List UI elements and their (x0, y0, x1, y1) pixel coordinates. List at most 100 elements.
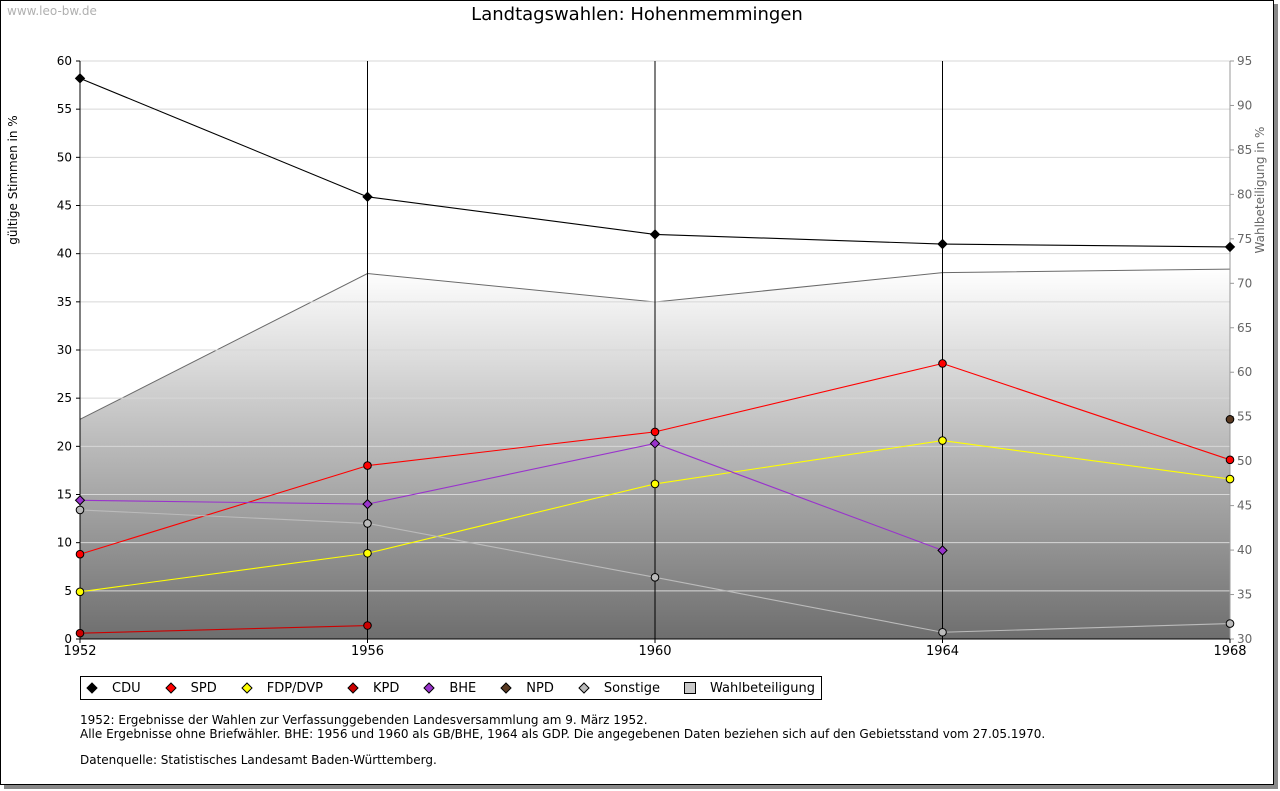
legend-swatch-sonstige (578, 682, 590, 694)
y-tick-label: 45 (57, 199, 72, 213)
y2-tick-label: 45 (1237, 499, 1252, 513)
data-point-sonstige (938, 627, 947, 637)
series-line-fdp-dvp (654, 440, 943, 485)
y2-tick-label: 85 (1237, 143, 1252, 157)
y-tick-label: 50 (57, 150, 72, 164)
legend-swatch-fdp-dvp (241, 682, 253, 694)
legend-marker (500, 682, 512, 694)
data-point-kpd (75, 628, 85, 638)
y-tick-label: 10 (57, 536, 72, 550)
series-line-sonstige (654, 576, 943, 633)
data-point-cdu (362, 191, 373, 203)
series-line-spd (942, 362, 1231, 461)
legend-label: CDU (112, 680, 141, 696)
y-axis-title: gültige Stimmen in % (6, 115, 20, 244)
data-point-fdp-dvp (650, 479, 660, 489)
data-point-bhe (362, 498, 373, 510)
data-point-fdp-dvp (75, 587, 85, 597)
legend-swatch-kpd (347, 682, 359, 694)
legend-label: BHE (449, 680, 477, 696)
line-chart: 0 5 10 15 20 25 30 35 40 45 50 55 60 30 35 40 45 50 55 60 65… (6, 54, 1267, 659)
y2-tick-label: 75 (1237, 232, 1252, 246)
data-point-bhe (74, 495, 86, 506)
series-line-spd (367, 431, 656, 467)
y2-axis-title: Wahlbeteiligung in % (1253, 127, 1267, 254)
y2-tick-label: 55 (1237, 410, 1252, 424)
legend-label: SPD (190, 680, 217, 696)
legend-item-spd: SPD (164, 681, 217, 696)
legend-swatch-npd (500, 682, 512, 694)
footnote-general: Alle Ergebnisse ohne Briefwähler. BHE: 1… (80, 727, 1046, 741)
y2-tick-label: 40 (1237, 543, 1252, 557)
y-tick-label: 0 (64, 632, 72, 646)
legend-label: Sonstige (603, 680, 661, 696)
data-point-fdp-dvp (363, 548, 372, 558)
chart-title: Landtagswahlen: Hohenmemmingen (471, 4, 803, 25)
y2-tick-label: 80 (1237, 187, 1252, 201)
series-line-cdu (654, 233, 943, 245)
data-point-bhe (649, 438, 661, 449)
axes-layer (76, 60, 1234, 643)
y2-tick-label: 60 (1237, 365, 1252, 379)
legend-item-cdu: CDU (85, 681, 141, 696)
series-line-bhe (79, 499, 368, 505)
series-line-bhe (654, 442, 943, 551)
series-line-bhe (367, 442, 656, 505)
series-line-sonstige (367, 522, 656, 578)
legend-marker (164, 682, 177, 694)
y2-tick-label: 30 (1237, 632, 1252, 646)
data-point-cdu (937, 238, 948, 250)
legend-item-wahlbeteiligung: Wahlbeteiligung (683, 681, 815, 696)
x-tick-label: 1952 (63, 644, 96, 659)
footnotes: 1952: Ergebnisse der Wahlen zur Verfassu… (80, 713, 1045, 767)
legend-item-kpd: KPD (346, 681, 399, 696)
series-line-fdp-dvp (79, 552, 368, 593)
legend-marker (347, 682, 359, 694)
y-tick-label: 40 (57, 247, 72, 261)
series-line-sonstige (942, 623, 1231, 633)
legend-marker (578, 682, 590, 694)
y2-tick-label: 70 (1237, 276, 1252, 290)
data-point-spd (363, 461, 372, 470)
legend-item-fdp-dvp: FDP/DVP (240, 681, 323, 696)
legend: CDU SPD FDP/DVP KPD BHE NPD Sonstige Wahlbeteil… (80, 676, 823, 700)
footnote-1952: 1952: Ergebnisse der Wahlen zur Verfassu… (80, 713, 648, 727)
x-tick-label: 1968 (1213, 644, 1246, 659)
legend-swatch-wahlbeteiligung (684, 682, 697, 694)
y-tick-label: 15 (57, 488, 72, 502)
y-tick-label: 20 (57, 439, 72, 453)
data-point-cdu (1224, 241, 1236, 253)
y-tick-label: 60 (57, 54, 72, 68)
y2-tick-label: 65 (1237, 321, 1252, 335)
data-point-fdp-dvp (938, 436, 947, 445)
legend-marker (423, 682, 436, 694)
legend-swatch-cdu (86, 682, 98, 694)
legend-label: NPD (526, 680, 554, 696)
y2-tick-label: 90 (1237, 98, 1252, 112)
data-point-sonstige (1225, 619, 1235, 628)
data-point-sonstige (363, 519, 372, 528)
data-point-npd (1225, 415, 1235, 424)
axis-text-layer: 0 5 10 15 20 25 30 35 40 45 50 55 60 30 35 40 45 50 55 60 65… (6, 54, 1267, 659)
legend-item-npd: NPD (499, 681, 554, 696)
series-line-cdu (79, 77, 368, 198)
series-line-kpd (79, 624, 368, 634)
series-line-spd (79, 465, 368, 555)
data-point-sonstige (75, 505, 85, 515)
data-point-spd (938, 359, 947, 368)
series-line-sonstige (79, 509, 368, 524)
y-tick-label: 25 (57, 391, 72, 405)
x-tick-label: 1956 (351, 644, 384, 659)
data-point-spd (650, 427, 660, 437)
y-tick-label: 5 (64, 584, 72, 598)
data-point-kpd (363, 621, 372, 630)
series-line-spd (654, 362, 943, 433)
legend-item-sonstige: Sonstige (577, 681, 660, 696)
legend-swatch-bhe (423, 682, 436, 694)
y2-tick-label: 35 (1237, 588, 1252, 602)
data-point-spd (75, 549, 85, 559)
legend-marker (684, 682, 697, 694)
y-tick-label: 30 (57, 343, 72, 357)
watermark: www.leo-bw.de (7, 4, 97, 18)
series-layer (74, 73, 1236, 638)
